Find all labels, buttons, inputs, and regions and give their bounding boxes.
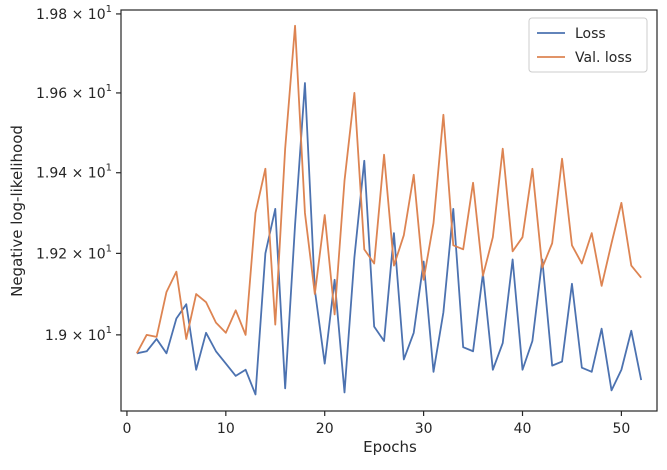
y-tick-label: 1.96 × 101 [36,83,112,102]
y-tick-label: 1.92 × 101 [36,243,112,262]
x-tick-label: 30 [415,421,433,437]
legend-label: Loss [575,26,606,42]
x-axis-label: Epochs [363,438,417,456]
series-line-val-loss [136,24,642,354]
series-line-loss [136,82,643,396]
plot-area [120,9,658,412]
y-tick-label: 1.98 × 101 [36,4,112,23]
x-tick-label: 20 [316,421,334,437]
x-tick-label: 0 [122,421,131,437]
legend-label: Val. loss [575,50,632,66]
y-axis: 1.9 × 101 1.92 × 101 1.94 × 101 1.96 × 101 1… [36,4,121,344]
series-layer [136,24,643,396]
legend: Loss Val. loss [528,17,648,73]
y-tick-label: 1.94 × 101 [36,163,112,182]
x-tick-label: 50 [612,421,630,437]
x-tick-label: 40 [514,421,532,437]
y-axis-label: Negative log-likelihood [8,125,26,297]
x-axis: 0 10 20 30 40 50 [122,411,630,437]
legend-box [528,17,648,73]
y-tick-label: 1.9 × 101 [45,325,112,344]
x-tick-label: 10 [217,421,235,437]
